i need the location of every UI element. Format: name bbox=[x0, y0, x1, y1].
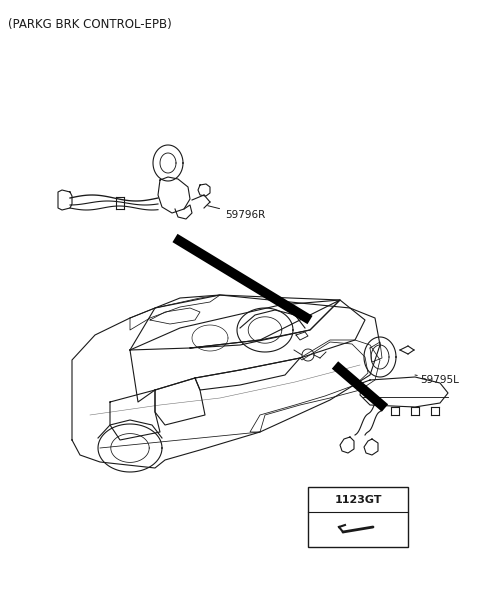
Text: 59795L: 59795L bbox=[415, 375, 459, 385]
Text: (PARKG BRK CONTROL-EPB): (PARKG BRK CONTROL-EPB) bbox=[8, 18, 172, 31]
Text: 59796R: 59796R bbox=[208, 206, 265, 220]
Text: 1123GT: 1123GT bbox=[334, 495, 382, 505]
Bar bbox=[308, 487, 408, 547]
